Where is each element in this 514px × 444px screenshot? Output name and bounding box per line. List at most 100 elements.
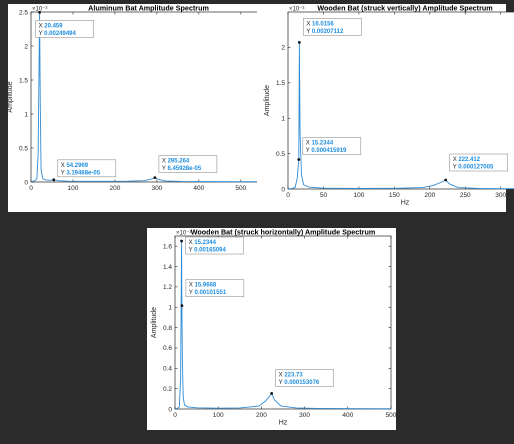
datatip-y-label: Y bbox=[162, 166, 168, 172]
datatip-y-label: Y bbox=[39, 31, 45, 37]
datatip-x-label: X bbox=[189, 240, 195, 246]
chart-panel-2: Wooden Bat (struck vertically) Amplitude… bbox=[257, 4, 514, 212]
datatip-marker[interactable] bbox=[270, 392, 274, 395]
datatip-y-label: Y bbox=[306, 148, 312, 154]
datatip-y-label: Y bbox=[279, 380, 285, 386]
x-tick-label: 100 bbox=[213, 412, 224, 419]
series-line bbox=[31, 11, 266, 183]
datatip-box[interactable] bbox=[35, 20, 94, 38]
datatip-x-value: 295.264 bbox=[168, 159, 190, 165]
datatip-x-row: X 20.459 bbox=[39, 23, 64, 29]
datatip-x-value: 54.2969 bbox=[66, 163, 88, 169]
datatip-x-value: 15.9668 bbox=[195, 283, 217, 289]
datatip-y-row: Y 0.000127005 bbox=[453, 165, 494, 171]
y-tick-label: 1.6 bbox=[163, 243, 172, 250]
datatip-box[interactable] bbox=[303, 18, 362, 36]
datatip-x-row: X 16.0156 bbox=[306, 21, 334, 27]
datatip[interactable]: X 20.459 Y 0.00249494 bbox=[35, 10, 94, 38]
datatip-box[interactable] bbox=[275, 369, 334, 387]
x-tick-label: 300 bbox=[299, 412, 310, 419]
datatip-box[interactable] bbox=[449, 153, 508, 172]
chart-title: Wooden Bat (struck vertically) Amplitude… bbox=[317, 4, 492, 13]
y-exponent-label: ×10⁻³ bbox=[289, 7, 304, 13]
y-tick-label: 2 bbox=[281, 45, 285, 52]
y-tick-label: 1.5 bbox=[19, 77, 28, 84]
y-tick-label: 0.4 bbox=[163, 366, 172, 373]
x-tick-label: 200 bbox=[109, 185, 120, 192]
datatip[interactable]: X 222.412 Y 0.000127005 bbox=[444, 153, 508, 182]
datatip-box[interactable] bbox=[158, 155, 218, 173]
y-tick-label: 1 bbox=[24, 111, 28, 118]
x-tick-label: 500 bbox=[386, 412, 397, 419]
datatip-y-label: Y bbox=[453, 165, 459, 171]
x-tick-label: 400 bbox=[342, 412, 353, 419]
y-exponent-label: ×10⁻³ bbox=[32, 7, 47, 13]
datatip-x-row: X 15.2344 bbox=[189, 240, 217, 246]
x-tick-label: 400 bbox=[193, 185, 204, 192]
datatip-marker[interactable] bbox=[180, 239, 183, 243]
datatip-x-label: X bbox=[306, 21, 312, 27]
datatip-marker[interactable] bbox=[52, 178, 56, 182]
datatip-x-label: X bbox=[279, 372, 285, 378]
y-axis-label: Amplitude bbox=[7, 81, 14, 112]
y-tick-label: 1.2 bbox=[163, 284, 172, 291]
series-line bbox=[174, 240, 391, 410]
datatip-x-label: X bbox=[39, 23, 45, 29]
datatip-box[interactable] bbox=[57, 159, 117, 178]
datatip-marker[interactable] bbox=[297, 40, 301, 44]
y-axis-label: Amplitude bbox=[264, 85, 271, 116]
datatip-y-label: Y bbox=[61, 170, 67, 176]
datatip-x-value: 222.412 bbox=[458, 157, 480, 163]
chart-title: Aluminum Bat Amplitude Spectrum bbox=[88, 4, 209, 13]
x-tick-label: 150 bbox=[389, 192, 400, 199]
datatip[interactable]: X 15.2344 Y 0.00165094 bbox=[180, 236, 244, 255]
datatip-x-label: X bbox=[453, 157, 459, 163]
y-tick-label: 0.2 bbox=[163, 386, 172, 393]
datatip-box[interactable] bbox=[185, 236, 244, 255]
y-tick-label: 0 bbox=[24, 179, 28, 186]
datatip-y-label: Y bbox=[189, 290, 195, 296]
datatip-x-value: 223.73 bbox=[284, 372, 303, 378]
datatip-y-row: Y 0.00165094 bbox=[189, 248, 227, 254]
chart-panel-3: Wooden Bat (struck horizontally) Amplitu… bbox=[147, 228, 397, 430]
x-tick-label: 0 bbox=[173, 412, 177, 419]
datatip-y-value: 0.000153076 bbox=[284, 380, 320, 386]
datatip-marker[interactable] bbox=[180, 304, 184, 308]
datatip-box[interactable] bbox=[185, 279, 245, 297]
datatip-x-row: X 222.412 bbox=[453, 157, 481, 163]
datatip-y-value: 0.00101551 bbox=[194, 290, 226, 296]
y-exponent-label: ×10⁻³ bbox=[176, 231, 191, 237]
datatip-marker[interactable] bbox=[444, 178, 448, 182]
datatip-y-row: Y 6.45928e-05 bbox=[162, 166, 202, 172]
datatip-marker[interactable] bbox=[153, 176, 157, 180]
x-tick-label: 200 bbox=[256, 412, 267, 419]
chart-title: Wooden Bat (struck horizontally) Amplitu… bbox=[191, 228, 376, 237]
y-tick-label: 0 bbox=[281, 186, 285, 193]
datatip-x-row: X 54.2969 bbox=[61, 163, 89, 169]
datatip[interactable]: X 223.73 Y 0.000153076 bbox=[270, 369, 334, 395]
y-axis-label: Amplitude bbox=[151, 307, 158, 338]
x-tick-label: 0 bbox=[286, 192, 290, 199]
datatip-y-value: 6.45928e-05 bbox=[167, 166, 201, 172]
datatip-x-value: 20.459 bbox=[44, 23, 63, 29]
datatip-x-label: X bbox=[306, 141, 312, 147]
datatip-x-row: X 295.264 bbox=[162, 159, 190, 165]
datatip-marker[interactable] bbox=[38, 10, 41, 14]
series-line bbox=[287, 41, 514, 190]
x-axis-label: Hz bbox=[401, 200, 410, 207]
x-tick-label: 200 bbox=[424, 192, 435, 199]
datatip-box[interactable] bbox=[302, 137, 362, 155]
y-tick-label: 0.5 bbox=[19, 145, 28, 152]
datatip-marker[interactable] bbox=[297, 158, 301, 161]
datatip-y-row: Y 0.000415919 bbox=[306, 148, 347, 154]
x-tick-label: 500 bbox=[235, 185, 246, 192]
datatip-x-row: X 223.73 bbox=[279, 372, 304, 378]
x-tick-label: 50 bbox=[320, 192, 328, 199]
datatip-y-row: Y 3.19468e-05 bbox=[61, 170, 101, 176]
datatip-x-row: X 15.2344 bbox=[306, 141, 334, 147]
